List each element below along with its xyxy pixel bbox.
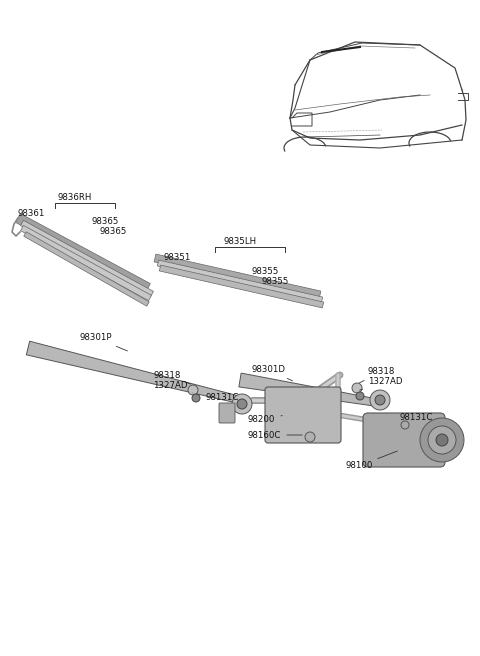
Circle shape	[375, 395, 385, 405]
Circle shape	[188, 385, 198, 395]
Text: 98131C: 98131C	[400, 413, 433, 422]
Circle shape	[370, 390, 390, 410]
Polygon shape	[21, 226, 151, 300]
Text: 98318: 98318	[360, 367, 396, 383]
Text: 98351: 98351	[163, 253, 191, 262]
FancyBboxPatch shape	[363, 413, 445, 467]
Text: 98365: 98365	[100, 228, 127, 237]
Circle shape	[356, 392, 364, 400]
Text: 98355: 98355	[262, 277, 289, 287]
Text: 98365: 98365	[92, 218, 120, 226]
Text: 98318: 98318	[153, 371, 191, 384]
Text: 98200: 98200	[248, 415, 282, 424]
Text: 98301P: 98301P	[80, 333, 127, 351]
Text: 1327AD: 1327AD	[153, 382, 193, 393]
FancyBboxPatch shape	[219, 403, 235, 423]
Text: 98131C: 98131C	[205, 394, 239, 403]
Text: 98355: 98355	[252, 268, 279, 276]
Polygon shape	[24, 232, 149, 306]
Polygon shape	[154, 254, 321, 299]
Polygon shape	[159, 265, 324, 308]
Circle shape	[305, 432, 315, 442]
Circle shape	[352, 383, 362, 393]
Text: 9835LH: 9835LH	[224, 237, 257, 247]
Text: 98160C: 98160C	[248, 430, 302, 440]
Text: 1327AD: 1327AD	[360, 377, 403, 390]
Circle shape	[436, 434, 448, 446]
Circle shape	[237, 399, 247, 409]
Polygon shape	[21, 220, 154, 297]
FancyBboxPatch shape	[265, 387, 341, 443]
Circle shape	[192, 394, 200, 402]
Polygon shape	[16, 214, 150, 293]
Polygon shape	[239, 373, 385, 407]
Text: 98100: 98100	[345, 451, 397, 470]
Text: 98361: 98361	[18, 209, 46, 218]
Text: 98301D: 98301D	[252, 365, 292, 381]
Circle shape	[232, 394, 252, 414]
Polygon shape	[26, 341, 249, 405]
Polygon shape	[157, 260, 323, 303]
Text: 9836RH: 9836RH	[58, 194, 92, 203]
Circle shape	[428, 426, 456, 454]
Circle shape	[420, 418, 464, 462]
Circle shape	[401, 421, 409, 429]
